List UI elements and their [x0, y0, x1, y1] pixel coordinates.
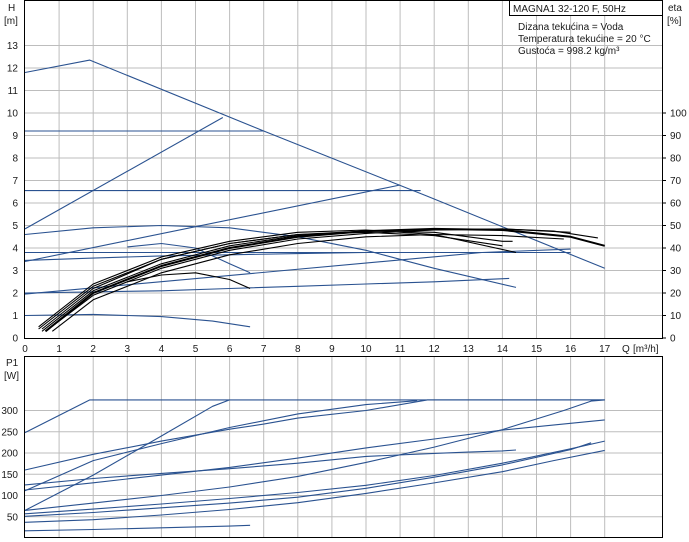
x-tick-label: 15: [531, 344, 543, 355]
x-tick-label: 17: [599, 344, 611, 355]
eta-tick-label: 100: [670, 109, 687, 120]
x-tick-label: 9: [329, 344, 335, 355]
power-curve: [24, 449, 605, 523]
power-y-tick-label: 300: [1, 406, 18, 417]
power-y-tick-label: 50: [7, 512, 19, 523]
x-tick-label: 14: [497, 344, 509, 355]
eta-tick-label: 50: [670, 221, 682, 232]
power-curve: [24, 449, 517, 486]
eta-tick-label: 20: [670, 289, 682, 300]
x-tick-label: 12: [429, 344, 441, 355]
head-y-tick-label: 3: [12, 266, 18, 277]
x-tick-label: 16: [565, 344, 577, 355]
x-axis-unit-q: [m³/h]: [633, 344, 659, 355]
power-curve: [24, 524, 251, 532]
head-curve: [24, 224, 517, 288]
power-curve: [24, 399, 605, 471]
x-tick-label: 8: [295, 344, 301, 355]
head-y-tick-label: 13: [7, 41, 19, 52]
eta-tick-label: 80: [670, 154, 682, 165]
fluid-info-line-3: Gustoća = 998.2 kg/m³: [518, 46, 620, 57]
x-tick-label: 10: [360, 344, 372, 355]
head-curve: [24, 251, 482, 261]
efficiency-curve: [127, 272, 251, 290]
head-curve: [24, 313, 251, 328]
head-grid: [25, 1, 662, 338]
efficiency-curve: [38, 229, 517, 328]
y2-axis-unit-eta: [%]: [667, 16, 682, 27]
head-curve: [24, 184, 401, 263]
head-y-tick-label: 12: [7, 64, 19, 75]
x-tick-label: 13: [463, 344, 475, 355]
x-tick-label: 5: [193, 344, 199, 355]
head-y-tick-label: 1: [12, 311, 18, 322]
head-y-tick-label: 4: [12, 244, 18, 255]
power-curve: [24, 440, 605, 515]
power-y-tick-label: 200: [1, 449, 18, 460]
head-curve: [24, 277, 510, 294]
head-y-tick-label: 6: [12, 199, 18, 210]
fluid-info-line-2: Temperatura tekućine = 20 °C: [518, 34, 651, 45]
head-curve: [24, 248, 571, 295]
eta-tick-label: 30: [670, 266, 682, 277]
head-curve: [24, 117, 224, 230]
head-y-tick-label: 8: [12, 154, 18, 165]
y-axis-unit-p1: [W]: [4, 371, 19, 382]
x-tick-label: 6: [227, 344, 233, 355]
power-y-tick-label: 100: [1, 491, 18, 502]
power-grid: [25, 357, 662, 537]
y-axis-unit-h: [m]: [4, 16, 18, 27]
x-tick-label: 7: [261, 344, 267, 355]
power-panel: 50 100 150 200 250 300 P1 [W]: [1, 356, 663, 538]
power-curve: [24, 399, 230, 511]
title-box: [509, 0, 663, 16]
eta-y-ticks: 0 10 20 30 40 50 60 70 80 90 100: [662, 109, 687, 345]
power-curve: [24, 419, 605, 491]
head-y-tick-label: 0: [12, 334, 18, 345]
chart-title: MAGNA1 32-120 F, 50Hz: [513, 4, 626, 15]
head-curve: [127, 242, 251, 274]
power-y-tick-label: 150: [1, 470, 18, 481]
head-y-tick-label: 7: [12, 176, 18, 187]
fluid-info-line-1: Dizana tekućina = Voda: [518, 22, 624, 33]
eta-tick-label: 10: [670, 311, 682, 322]
eta-tick-label: 90: [670, 131, 682, 142]
eta-tick-label: 70: [670, 176, 682, 187]
head-y-tick-label: 5: [12, 221, 18, 232]
y-axis-label-h: H: [8, 3, 15, 14]
x-tick-label: 0: [22, 344, 28, 355]
efficiency-curve: [41, 230, 513, 330]
x-tick-label: 1: [56, 344, 62, 355]
x-tick-label: 4: [159, 344, 165, 355]
head-y-tick-label: 10: [7, 109, 19, 120]
efficiency-curve: [51, 233, 564, 332]
power-curve: [24, 400, 418, 492]
power-curve: [24, 442, 592, 517]
power-y-tick-label: 250: [1, 427, 18, 438]
head-frame: [24, 0, 663, 339]
head-curves: [24, 59, 605, 328]
power-curve: [24, 399, 605, 511]
head-y-tick-label: 9: [12, 131, 18, 142]
head-y-tick-label: 11: [8, 86, 19, 97]
head-x-ticks: 0 1 2 3 4 5 6 7 8 9 10 11 12 13 14 15 16 17: [22, 344, 610, 355]
eta-tick-label: 40: [670, 244, 682, 255]
head-y-tick-label: 2: [12, 289, 18, 300]
eta-tick-label: 0: [670, 334, 676, 345]
power-frame: [24, 356, 663, 538]
efficiency-curve: [44, 227, 605, 333]
y-axis-label-p1: P1: [6, 358, 19, 369]
power-y-ticks: 50 100 150 200 250 300: [1, 406, 18, 523]
efficiency-curves: [38, 227, 605, 333]
eta-tick-label: 60: [670, 199, 682, 210]
x-tick-label: 2: [90, 344, 96, 355]
x-tick-label: 11: [395, 344, 406, 355]
power-curves: [24, 399, 605, 532]
x-axis-label-q: Q: [622, 344, 630, 355]
x-tick-label: 3: [125, 344, 131, 355]
y2-axis-label-eta: eta: [668, 3, 682, 14]
